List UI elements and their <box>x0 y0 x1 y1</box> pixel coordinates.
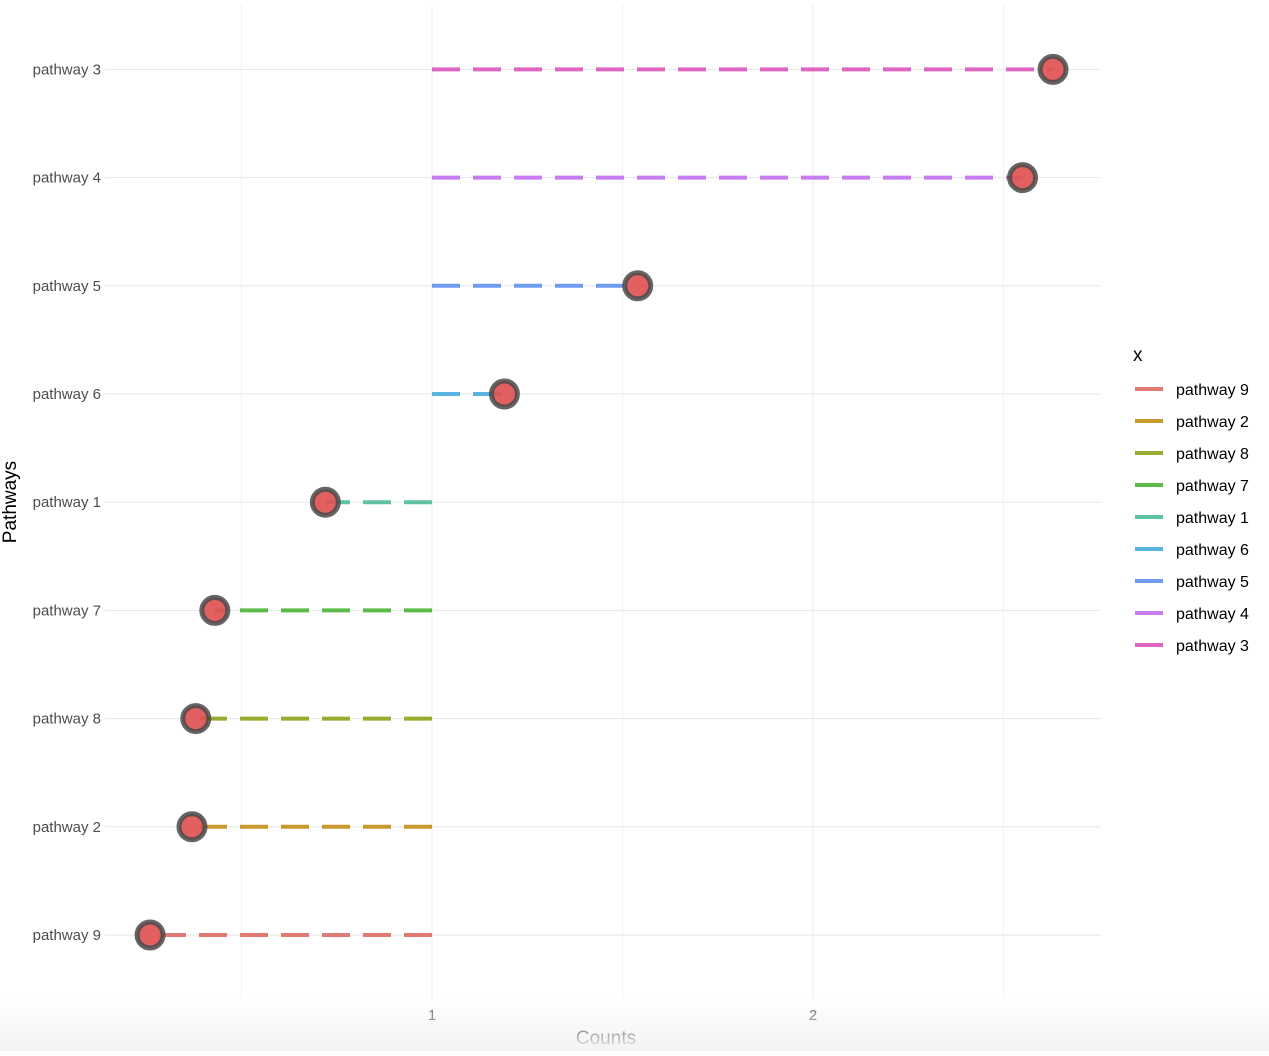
point-pathway-9 <box>134 919 166 951</box>
y-axis: pathway 9 pathway 2 pathway 8 pathway 7 path… <box>33 61 101 944</box>
point-pathway-8 <box>180 703 212 735</box>
point-pathway-6 <box>488 378 520 410</box>
y-tick-label: pathway 5 <box>33 278 101 295</box>
point-pathway-5 <box>622 270 654 302</box>
x-axis-title: Counts <box>576 1028 636 1049</box>
y-tick-label: pathway 8 <box>33 711 101 728</box>
legend-label: pathway 3 <box>1176 638 1249 655</box>
legend-title: x <box>1133 345 1143 366</box>
legend: x pathway 9 pathway 2 pathway 8 pathway 7 pa… <box>1133 345 1249 655</box>
point-pathway-4 <box>1007 162 1039 194</box>
legend-label: pathway 4 <box>1176 606 1249 623</box>
y-tick-label: pathway 4 <box>33 170 101 187</box>
y-tick-label: pathway 2 <box>33 819 101 836</box>
y-axis-title: Pathways <box>0 461 21 543</box>
legend-label: pathway 6 <box>1176 542 1249 559</box>
point-pathway-3 <box>1037 53 1069 85</box>
x-tick-label: 2 <box>809 1007 817 1024</box>
segment-layer <box>150 67 1054 937</box>
legend-label: pathway 5 <box>1176 574 1249 591</box>
point-layer <box>134 53 1069 951</box>
y-tick-label: pathway 3 <box>33 61 101 78</box>
legend-label: pathway 8 <box>1176 446 1249 463</box>
y-tick-label: pathway 9 <box>33 927 101 944</box>
legend-label: pathway 7 <box>1176 478 1249 495</box>
legend-label: pathway 9 <box>1176 382 1249 399</box>
legend-label: pathway 1 <box>1176 510 1249 527</box>
x-tick-label: 1 <box>428 1007 436 1024</box>
legend-label: pathway 2 <box>1176 414 1249 431</box>
y-tick-label: pathway 1 <box>33 494 101 511</box>
point-pathway-7 <box>199 594 231 626</box>
y-tick-label: pathway 7 <box>33 602 101 619</box>
point-pathway-2 <box>176 811 208 843</box>
point-pathway-1 <box>309 486 341 518</box>
y-tick-label: pathway 6 <box>33 386 101 403</box>
grid-layer <box>105 5 1101 998</box>
